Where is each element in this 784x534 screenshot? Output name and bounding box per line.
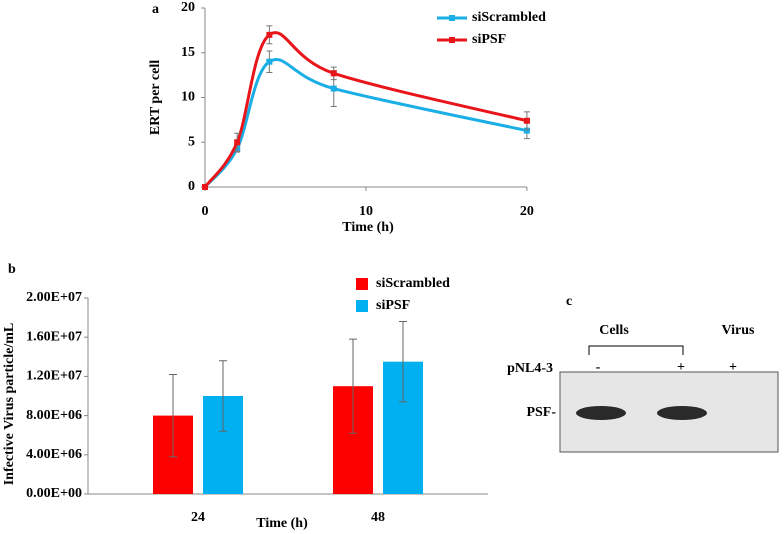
x-axis-label: Time (h) <box>342 220 394 235</box>
data-point <box>266 58 273 65</box>
panel-label: c <box>566 294 572 309</box>
legend-swatch <box>449 15 455 21</box>
x-tick-label: 24 <box>191 510 205 525</box>
series-line <box>203 31 528 188</box>
data-point <box>330 70 337 77</box>
group-label: Cells <box>599 323 629 338</box>
data-point <box>523 127 530 134</box>
y-tick-label: 4.00E+06 <box>26 447 82 462</box>
y-tick-label: 0 <box>188 179 195 194</box>
y-axis-label: ERT per cell <box>148 60 163 135</box>
lane-sign: + <box>729 360 737 375</box>
y-tick-label: 0.00E+00 <box>26 486 82 501</box>
error-bar <box>219 360 227 432</box>
data-point <box>523 117 530 124</box>
y-tick-label: 8.00E+06 <box>26 408 82 423</box>
lane-sign: - <box>596 360 601 375</box>
group-label: Virus <box>722 323 755 338</box>
y-tick-label: 10 <box>181 90 195 105</box>
y-tick-label: 15 <box>181 45 195 60</box>
band <box>576 406 626 420</box>
x-tick-label: 0 <box>202 204 209 219</box>
x-tick-label: 48 <box>371 510 385 525</box>
lane-sign: + <box>677 360 685 375</box>
legend-swatch <box>356 300 368 312</box>
y-axis-label: Infective Virus particle/mL <box>2 323 17 486</box>
error-bar <box>399 321 407 403</box>
y-tick-label: 20 <box>181 0 195 15</box>
legend-label: siPSF <box>376 298 410 313</box>
band-label: PSF- <box>526 405 556 420</box>
x-tick-label: 20 <box>520 204 534 219</box>
panel-label: b <box>8 262 16 277</box>
legend-label: siScrambled <box>472 10 546 25</box>
legend-swatch <box>449 37 455 43</box>
data-point <box>330 85 337 92</box>
panel-label: a <box>152 2 159 17</box>
blot-panel: c Cells Virus pNL4-3 - + + PSF- <box>507 294 779 453</box>
y-tick-label: 2.00E+07 <box>26 290 82 305</box>
legend-label: siScrambled <box>376 276 450 291</box>
y-tick-label: 1.20E+07 <box>26 369 82 384</box>
data-point <box>202 184 208 190</box>
data-point <box>266 31 273 38</box>
x-axis-label: Time (h) <box>256 516 308 531</box>
legend-label: siPSF <box>472 32 506 47</box>
bracket <box>588 345 684 355</box>
data-point <box>234 139 241 146</box>
error-bar <box>349 338 357 434</box>
band <box>657 406 707 420</box>
x-tick-label: 10 <box>359 204 373 219</box>
legend-swatch <box>356 278 368 290</box>
y-tick-label: 1.60E+07 <box>26 329 82 344</box>
error-bar <box>169 373 177 458</box>
row-label: pNL4-3 <box>507 361 553 376</box>
y-tick-label: 5 <box>188 134 195 149</box>
